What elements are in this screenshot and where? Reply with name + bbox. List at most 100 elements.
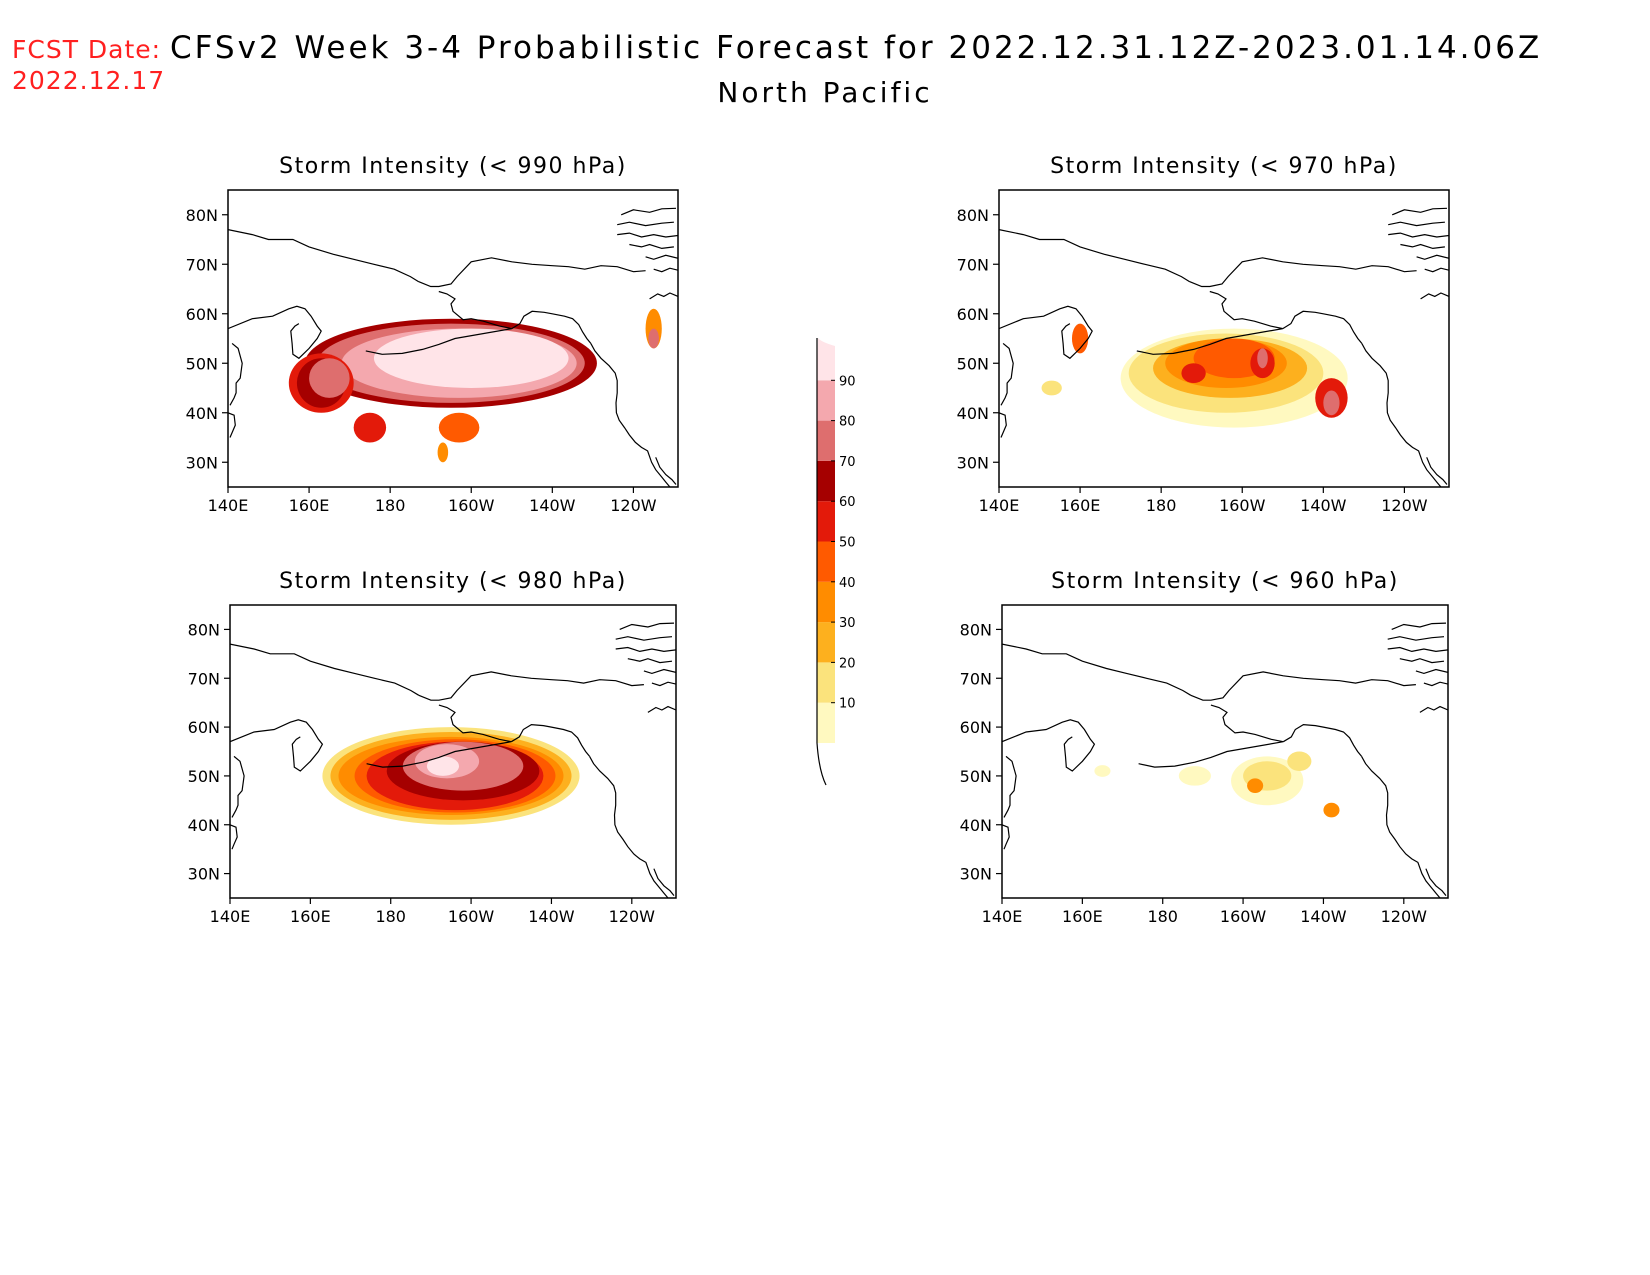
lon-tick-label: 160W <box>1219 496 1266 515</box>
coastline-segment <box>651 681 676 687</box>
coastline-segment <box>629 243 674 250</box>
fcst-date-label: FCST Date: 2022.12.17 <box>12 34 165 96</box>
lat-tick-label: 30N <box>188 865 220 884</box>
map-frame <box>1001 604 1449 899</box>
panel-title: Storm Intensity (< 980 hPa) <box>279 569 627 594</box>
probability-contour <box>1181 363 1206 384</box>
lat-tick-label: 70N <box>957 255 989 274</box>
colorbar-bin <box>817 460 835 502</box>
probability-contour <box>373 328 569 388</box>
coastline-segment <box>1138 704 1284 768</box>
colorbar-label: 30 <box>839 616 856 631</box>
coastline-segment <box>1000 342 1014 406</box>
coastline-segment <box>1282 723 1363 757</box>
lon-tick-label: 140W <box>1300 496 1347 515</box>
coastline-segment <box>615 646 676 653</box>
coastline-segment <box>649 292 678 300</box>
colorbar-bin <box>817 702 835 743</box>
coastline-segment <box>231 755 245 818</box>
lon-tick-label: 160E <box>290 907 331 926</box>
coastline-segment <box>999 305 1093 360</box>
lon-tick-label: 180 <box>375 496 406 515</box>
lat-tick-label: 30N <box>957 453 989 472</box>
coastline-segment <box>1002 824 1010 850</box>
lat-tick-label: 50N <box>960 767 992 786</box>
coastline-segment <box>615 636 673 641</box>
probability-contour <box>1257 348 1268 369</box>
coastline-segment <box>645 254 678 260</box>
lat-tick-label: 30N <box>960 865 992 884</box>
colorbar-bin <box>817 541 835 582</box>
coastline-segment <box>1419 705 1448 713</box>
coastline-segment <box>1424 267 1449 273</box>
probability-field <box>1094 751 1340 818</box>
lon-tick-label: 140E <box>982 907 1023 926</box>
map-panel-3: Storm Intensity (< 980 hPa) 80N 70N 60N 50N 4… <box>188 569 677 926</box>
probability-field <box>322 727 580 825</box>
coastline-segment <box>228 229 419 283</box>
colorbar-bin <box>817 338 835 381</box>
colorbar-label: 70 <box>839 455 856 470</box>
lon-tick-label: 120W <box>1381 907 1428 926</box>
lat-tick-label: 80N <box>957 206 989 225</box>
coastline-segment <box>365 290 512 355</box>
coastline-segment <box>1425 868 1447 896</box>
coastline <box>999 207 1449 487</box>
coastline-segment <box>1388 232 1449 238</box>
colorbar-bin <box>817 662 835 703</box>
coastline-segment <box>1002 719 1096 772</box>
colorbar-label: 10 <box>839 697 856 712</box>
coastline-segment <box>1136 290 1283 355</box>
map-panel-1: Storm Intensity (< 990 hPa) 80N 70N 60N 50N 4… <box>186 154 679 515</box>
coastline-segment <box>1190 671 1416 701</box>
coastline-segment <box>590 343 671 487</box>
probability-contour <box>1323 802 1340 818</box>
coastline-segment <box>617 221 674 227</box>
coastline-segment <box>1189 257 1417 288</box>
coastline-segment <box>1391 207 1448 216</box>
lon-tick-label: 180 <box>1147 907 1178 926</box>
lat-tick-label: 80N <box>960 620 992 639</box>
lat-tick-label: 40N <box>188 816 220 835</box>
colorbar-tail <box>816 742 827 786</box>
coastline-segment <box>366 704 512 768</box>
fcst-date-prefix: FCST Date: <box>12 35 162 64</box>
coastline-segment <box>1387 646 1448 653</box>
probability-field <box>1041 323 1348 428</box>
coastline-segment <box>1388 221 1445 227</box>
lon-tick-label: 160E <box>1062 907 1103 926</box>
lat-tick-label: 50N <box>188 767 220 786</box>
lon-tick-label: 160W <box>448 496 495 515</box>
lat-tick-label: 60N <box>960 718 992 737</box>
coastline-segment <box>655 457 677 485</box>
coastline-segment <box>1003 755 1017 818</box>
lat-tick-label: 70N <box>960 669 992 688</box>
coastline-segment <box>653 868 675 896</box>
lat-tick-label: 60N <box>188 718 220 737</box>
coastline-segment <box>653 267 678 273</box>
coastline-segment <box>418 257 646 288</box>
coastline-segment <box>647 705 676 713</box>
coastline-segment <box>620 207 677 216</box>
colorbar-label: 60 <box>839 495 856 510</box>
coastline-segment <box>617 232 678 238</box>
coastline-segment <box>1387 636 1445 641</box>
coastline-segment <box>1416 254 1449 260</box>
colorbar-bin <box>817 420 835 461</box>
probability-field <box>288 308 662 463</box>
probability-contour <box>1071 323 1089 354</box>
lat-tick-label: 30N <box>186 453 218 472</box>
coastline <box>230 622 676 898</box>
colorbar-label: 20 <box>839 656 856 671</box>
lon-tick-label: 140W <box>1300 907 1347 926</box>
lon-tick-label: 140W <box>528 907 575 926</box>
lat-tick-label: 40N <box>960 816 992 835</box>
colorbar-bin <box>817 581 835 623</box>
colorbar-bin <box>817 622 835 663</box>
coastline-segment <box>230 719 324 772</box>
probability-contour <box>1094 765 1111 777</box>
map-panel-2: Storm Intensity (< 970 hPa) 80N 70N 60N 50N 4… <box>957 154 1450 515</box>
colorbar-label: 40 <box>839 576 856 591</box>
coastline-segment <box>643 668 676 675</box>
